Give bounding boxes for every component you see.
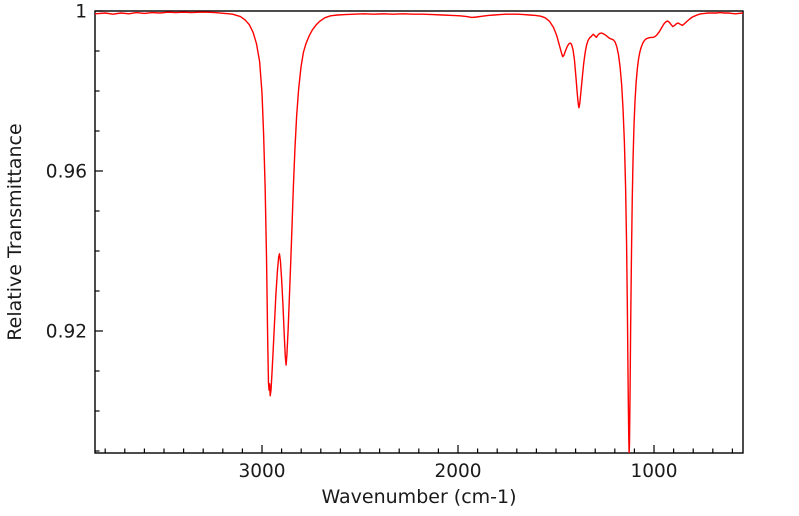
x-tick-label: 1000 bbox=[630, 461, 677, 482]
plot-frame bbox=[94, 10, 744, 454]
y-tick-label: 1 bbox=[75, 2, 87, 23]
y-axis-title: Relative Transmittance bbox=[4, 123, 26, 340]
x-axis-title: Wavenumber (cm-1) bbox=[321, 486, 516, 508]
y-tick-label: 0.92 bbox=[46, 322, 87, 343]
x-tick-label: 3000 bbox=[238, 461, 285, 482]
spectrum-line bbox=[95, 11, 743, 453]
axis-tick-labels: 3000 2000 1000 1 0.96 0.92 bbox=[46, 2, 678, 483]
y-tick-label: 0.96 bbox=[46, 162, 87, 183]
x-tick-label: 2000 bbox=[434, 461, 481, 482]
axis-ticks bbox=[95, 10, 734, 453]
